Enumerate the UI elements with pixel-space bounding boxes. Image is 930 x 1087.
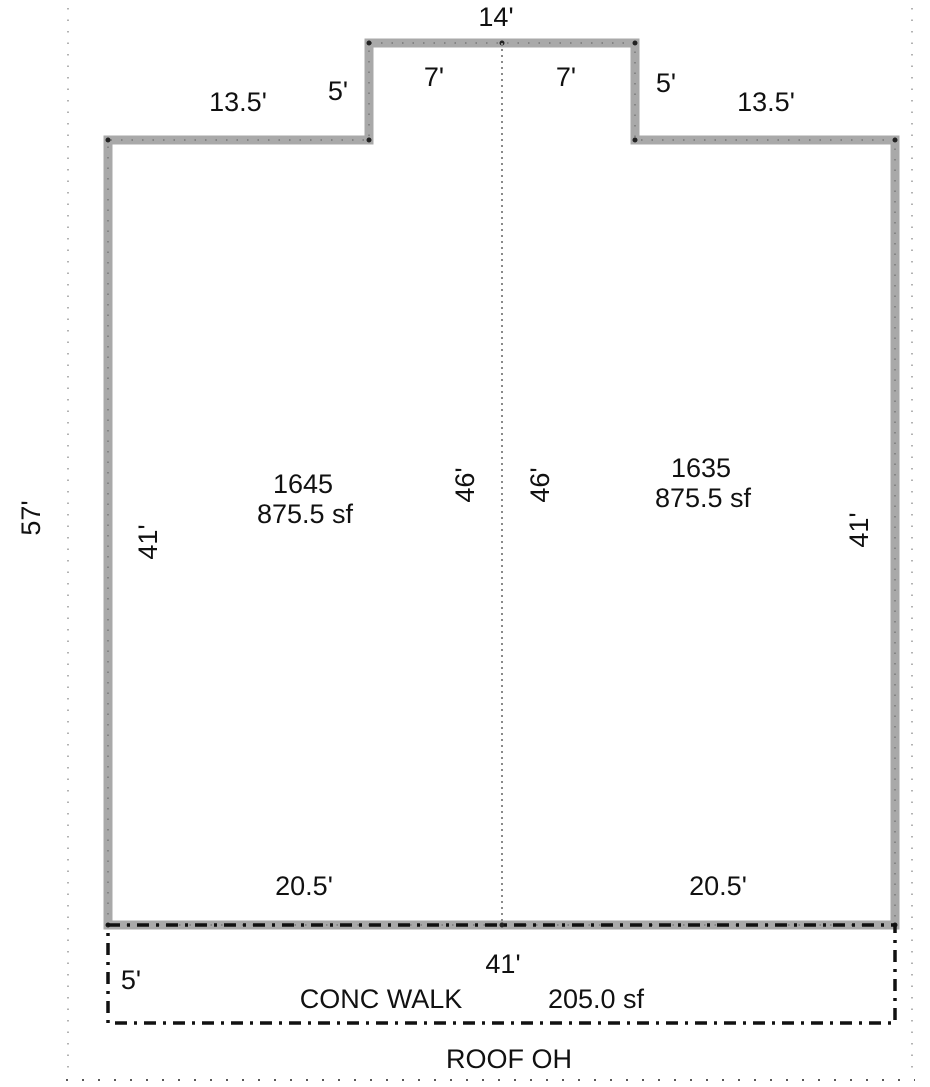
top-bump-width-label: 14' bbox=[478, 2, 513, 32]
right-side-label: 41' bbox=[844, 512, 874, 547]
top-left-segment-label: 13.5' bbox=[209, 87, 267, 117]
bump-right-side-label: 5' bbox=[656, 68, 676, 98]
left-unit-number: 1645 bbox=[273, 469, 333, 499]
bottom-left-label: 20.5' bbox=[275, 871, 333, 901]
divider-left-label: 46' bbox=[450, 467, 480, 502]
bump-left-half-label: 7' bbox=[424, 62, 444, 92]
conc-walk-outline bbox=[106, 923, 897, 1025]
bottom-right-label: 20.5' bbox=[689, 871, 747, 901]
bump-left-side-label: 5' bbox=[328, 76, 348, 106]
top-right-segment-label: 13.5' bbox=[737, 87, 795, 117]
walk-depth-label: 5' bbox=[121, 965, 141, 995]
right-unit-number: 1635 bbox=[671, 453, 731, 483]
divider-right-label: 46' bbox=[525, 467, 555, 502]
walk-width-label: 41' bbox=[485, 949, 520, 979]
bump-right-half-label: 7' bbox=[556, 62, 576, 92]
overall-depth-label: 57' bbox=[16, 500, 46, 535]
walk-area-label: 205.0 sf bbox=[548, 984, 645, 1014]
right-unit-area: 875.5 sf bbox=[655, 483, 752, 513]
left-unit-area: 875.5 sf bbox=[257, 499, 354, 529]
roof-overhang-label: ROOF OH bbox=[446, 1044, 572, 1074]
walk-name-label: CONC WALK bbox=[300, 984, 463, 1014]
left-side-label: 41' bbox=[133, 524, 163, 559]
